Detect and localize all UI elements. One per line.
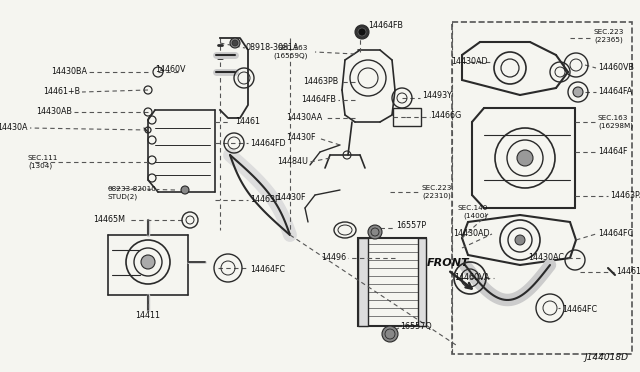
Text: 14464FA: 14464FA	[598, 87, 632, 96]
Text: 14460V: 14460V	[155, 65, 186, 74]
Text: 14464FD: 14464FD	[250, 138, 285, 148]
Circle shape	[232, 40, 238, 46]
Circle shape	[181, 186, 189, 194]
Text: 14493Y: 14493Y	[422, 90, 452, 99]
Circle shape	[230, 38, 240, 48]
Bar	[358, 238, 426, 326]
Circle shape	[368, 225, 382, 239]
Text: 16557Q: 16557Q	[400, 323, 432, 331]
Text: J144018D: J144018D	[584, 353, 628, 362]
Text: 14465M: 14465M	[93, 215, 125, 224]
Circle shape	[358, 28, 366, 36]
Text: 14464FB: 14464FB	[301, 96, 336, 105]
Bar	[393, 108, 421, 126]
Text: 08233-82010
STUD(2): 08233-82010 STUD(2)	[107, 186, 156, 200]
Text: 14430AB: 14430AB	[36, 108, 72, 116]
Text: 14464FB: 14464FB	[368, 22, 403, 31]
Bar	[418, 238, 426, 326]
Text: 14484U: 14484U	[277, 157, 308, 167]
Text: 08918-3081A: 08918-3081A	[245, 44, 298, 52]
Text: SEC.140
(1400): SEC.140 (1400)	[458, 205, 488, 219]
Circle shape	[517, 150, 533, 166]
Text: 14461: 14461	[235, 118, 260, 126]
Text: 14430BA: 14430BA	[51, 67, 87, 77]
Text: 14464F: 14464F	[598, 148, 627, 157]
Text: 16557P: 16557P	[396, 221, 426, 230]
Text: SEC.223
(22365): SEC.223 (22365)	[594, 29, 625, 43]
Circle shape	[141, 255, 155, 269]
Text: 14411: 14411	[136, 311, 161, 320]
Circle shape	[382, 326, 398, 342]
Bar	[358, 238, 368, 326]
Text: SEC.163
(16559Q): SEC.163 (16559Q)	[274, 45, 308, 59]
Text: 14464FC: 14464FC	[598, 230, 633, 238]
Text: 14460VA: 14460VA	[454, 273, 490, 282]
Text: SEC.111
(1304): SEC.111 (1304)	[28, 155, 58, 169]
Circle shape	[573, 87, 583, 97]
Text: 14466G: 14466G	[430, 110, 461, 119]
Text: 14461+A: 14461+A	[616, 267, 640, 276]
Text: 14460VB: 14460VB	[598, 64, 634, 73]
Text: 14430AD: 14430AD	[453, 230, 490, 238]
Text: FRONT: FRONT	[427, 258, 469, 268]
Text: 14464FC: 14464FC	[250, 266, 285, 275]
Circle shape	[515, 235, 525, 245]
Text: SEC.223
(22310): SEC.223 (22310)	[422, 185, 452, 199]
Text: 14463P: 14463P	[250, 196, 280, 205]
Text: 14464FC: 14464FC	[562, 305, 597, 314]
Text: 14461+B: 14461+B	[43, 87, 80, 96]
Text: 14430F: 14430F	[276, 192, 306, 202]
Text: 14430A: 14430A	[0, 124, 28, 132]
Text: 14430AD: 14430AD	[451, 58, 488, 67]
Text: 14430AC: 14430AC	[528, 253, 564, 263]
Text: 14430F: 14430F	[287, 134, 316, 142]
Text: 14430AA: 14430AA	[285, 113, 322, 122]
Text: 14463PA: 14463PA	[610, 192, 640, 201]
Text: 14463PB: 14463PB	[303, 77, 338, 87]
Text: 14496: 14496	[321, 253, 346, 263]
Circle shape	[355, 25, 369, 39]
Text: SEC.163
(16298M): SEC.163 (16298M)	[598, 115, 633, 129]
Bar	[452, 22, 632, 354]
